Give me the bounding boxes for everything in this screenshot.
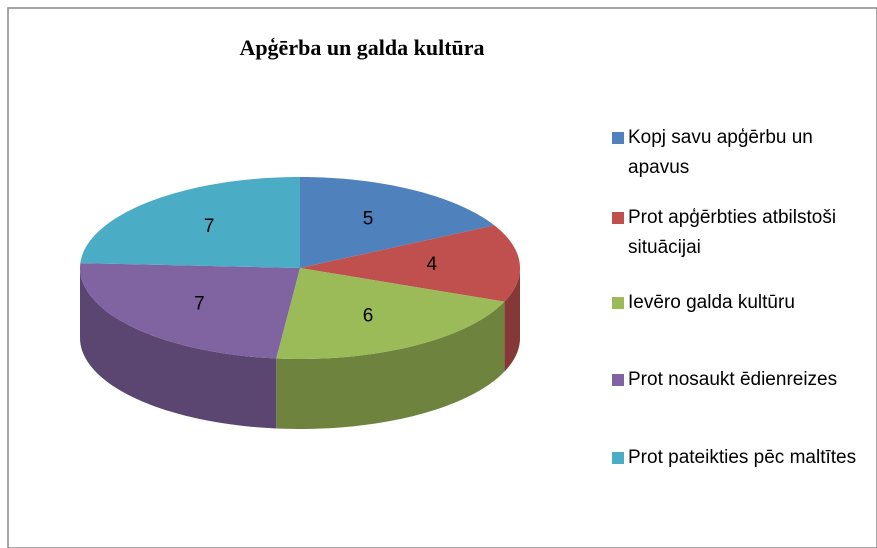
legend-label: Prot apģērbties atbilstoši situācijai bbox=[628, 207, 837, 258]
pie-side bbox=[276, 301, 505, 429]
data-label: 5 bbox=[363, 209, 374, 230]
pie-slice bbox=[80, 177, 300, 268]
legend-label: Prot nosaukt ēdienreizes bbox=[628, 369, 838, 390]
legend-label: Ievēro galda kultūru bbox=[628, 292, 795, 313]
legend-swatch bbox=[612, 374, 624, 386]
legend-swatch bbox=[612, 212, 624, 224]
pie-slice bbox=[276, 268, 505, 359]
pie-slice bbox=[80, 263, 300, 359]
data-label: 7 bbox=[194, 294, 205, 315]
data-label: 4 bbox=[427, 254, 438, 275]
legend-swatch bbox=[612, 297, 624, 309]
legend-label: Kopj savu apģērbu un apavus bbox=[628, 127, 813, 178]
legend-label: Prot pateikties pēc maltītes bbox=[628, 447, 857, 468]
pie-slice bbox=[300, 225, 520, 302]
pie-side bbox=[504, 268, 520, 372]
pie-slice bbox=[300, 177, 495, 268]
chart-title: Apģērba un galda kultūra bbox=[239, 35, 484, 60]
legend-swatch bbox=[612, 452, 624, 464]
data-label: 7 bbox=[204, 216, 215, 237]
legend-swatch bbox=[612, 132, 624, 144]
pie-side bbox=[80, 268, 277, 429]
data-label: 6 bbox=[363, 305, 374, 326]
